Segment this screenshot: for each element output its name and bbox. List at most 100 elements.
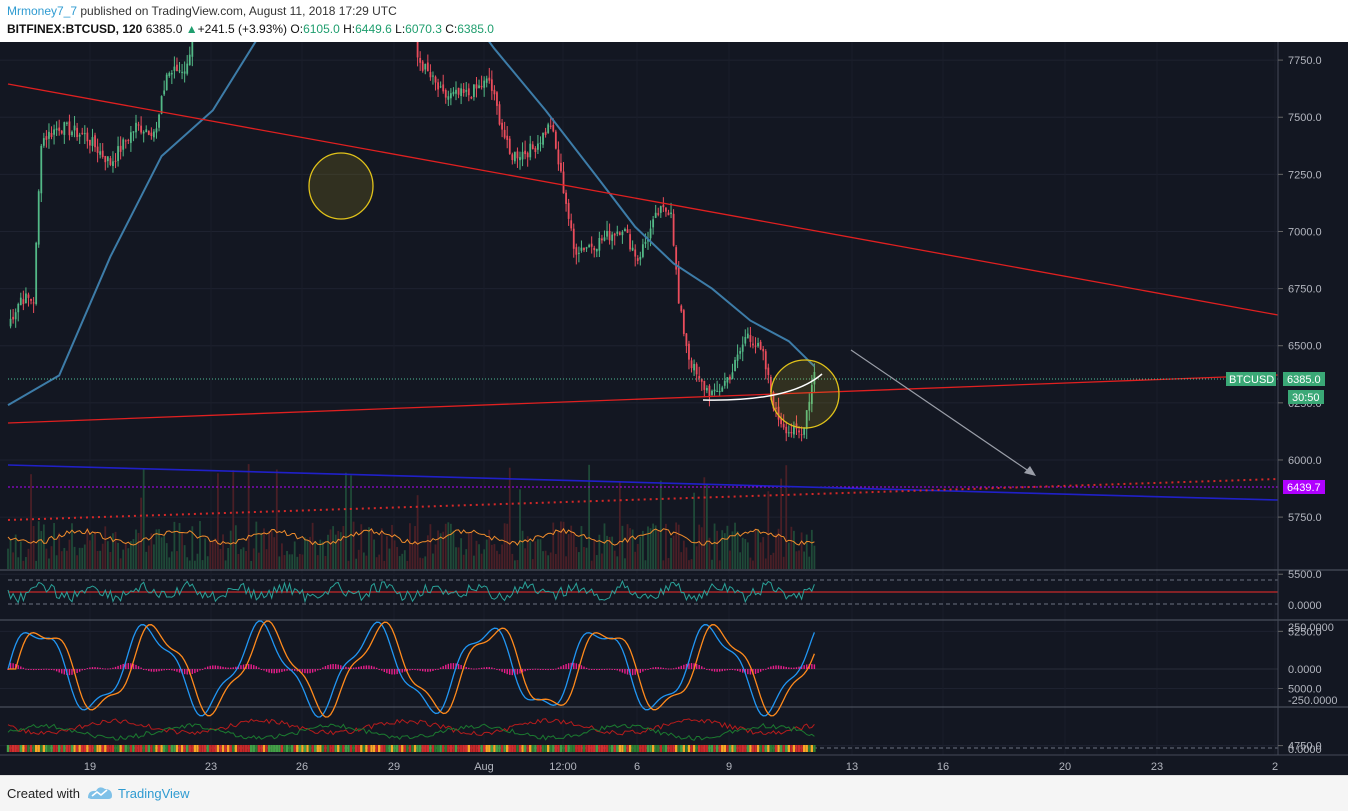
dir-strip-cell: [242, 745, 245, 752]
dir-strip-cell: [344, 745, 348, 752]
candle-body: [42, 138, 45, 146]
dir-strip-cell: [337, 745, 340, 752]
dir-strip-cell: [516, 745, 519, 752]
dir-strip-cell: [324, 745, 327, 752]
macd-histogram-bar: [176, 669, 178, 672]
volume-bar: [744, 539, 747, 569]
macd-histogram-bar: [439, 667, 442, 669]
dir-strip-cell: [290, 745, 294, 752]
macd-histogram-bar: [230, 667, 232, 669]
volume-bar: [483, 549, 486, 569]
dir-strip-cell: [47, 745, 51, 752]
dir-strip-cell: [444, 745, 447, 752]
volume-bar: [65, 550, 68, 569]
dir-strip-cell: [191, 745, 194, 752]
volume-bar: [275, 469, 278, 569]
macd-histogram-bar: [411, 669, 414, 671]
candle-body: [641, 244, 644, 257]
volume-bar: [810, 529, 813, 569]
volume-bar: [165, 543, 168, 569]
macd-histogram-bar: [532, 668, 534, 670]
volume-bar: [250, 560, 253, 569]
volume-bar: [726, 525, 729, 569]
candle-body: [808, 401, 811, 411]
volume-bar: [682, 540, 685, 569]
moving-average-line: [7, 42, 816, 406]
dir-strip-cell: [774, 745, 778, 752]
price-chart[interactable]: 0.0000 250.0000 0.0000 -250.0000 0.0000 9 2 50…: [0, 42, 1348, 775]
dir-strip-cell: [575, 745, 578, 752]
dir-strip-cell: [549, 745, 552, 752]
macd-histogram-bar: [214, 665, 217, 669]
macd-histogram-bar: [199, 669, 201, 671]
volume-bar: [14, 534, 17, 569]
osc-tick-label: 0.0000: [1288, 600, 1322, 612]
volume-bar: [265, 549, 268, 569]
macd-histogram-bar: [580, 665, 583, 669]
volume-bar: [782, 556, 785, 569]
macd-histogram-bar: [772, 665, 775, 669]
candle-body: [447, 96, 450, 100]
macd-histogram-bar: [150, 669, 153, 672]
volume-bar: [219, 548, 222, 569]
macd-histogram-bar: [803, 665, 805, 669]
candle-body: [140, 125, 143, 133]
volume-bar: [590, 560, 593, 569]
candle-body: [155, 128, 158, 133]
macd-histogram-bar: [291, 669, 293, 671]
volume-bar: [91, 534, 94, 569]
price-tick-label: 5500.0: [1288, 569, 1322, 581]
dir-strip-cell: [55, 745, 58, 752]
macd-histogram-bar: [470, 668, 473, 670]
last-price-tag: 6385.0: [1287, 374, 1321, 386]
volume-bar: [321, 541, 324, 569]
candle-body: [106, 156, 109, 162]
candle-body: [662, 204, 665, 208]
candle-body: [682, 310, 685, 334]
volume-bar: [142, 469, 145, 569]
macd-histogram-bar: [683, 664, 685, 669]
volume-bars: [7, 464, 816, 569]
volume-bar: [391, 524, 393, 569]
macd-histogram-bar: [409, 669, 411, 671]
dir-plus-line: [7, 722, 815, 742]
volume-bar: [196, 553, 199, 569]
macd-histogram-bar: [347, 667, 350, 669]
candle-body: [531, 144, 534, 150]
author-link[interactable]: Mrmoney7_7: [7, 4, 78, 18]
volume-bar: [424, 556, 427, 569]
tradingview-link[interactable]: TradingView: [118, 786, 190, 801]
macd-histogram-bar: [562, 665, 565, 669]
volume-bar: [227, 547, 230, 569]
volume-bar: [718, 560, 721, 569]
macd-histogram-bar: [158, 669, 160, 672]
grid: [0, 42, 1278, 755]
macd-histogram-bar: [703, 667, 706, 669]
dir-strip-cell: [347, 745, 350, 752]
dir-strip-cell: [718, 745, 721, 752]
macd-histogram-bar: [132, 663, 135, 669]
volume-bar: [452, 530, 455, 569]
volume-bar: [414, 526, 416, 569]
macd-histogram-bar: [642, 669, 644, 672]
candle-body: [575, 247, 578, 255]
macd-histogram-bar: [680, 665, 682, 669]
candle-body: [40, 145, 43, 194]
dir-strip-cell: [672, 745, 675, 752]
macd-histogram-bar: [798, 666, 800, 669]
macd-histogram-bar: [240, 665, 242, 669]
candle-body: [35, 242, 38, 304]
created-with-text: Created with: [7, 786, 80, 801]
dir-strip-cell: [357, 745, 360, 752]
dir-strip-cell: [273, 745, 276, 752]
volume-bar: [188, 560, 191, 569]
volume-bar: [585, 547, 588, 569]
volume-bar: [245, 551, 247, 569]
candle-body: [91, 137, 94, 146]
volume-bar: [135, 529, 137, 569]
candle-body: [629, 234, 631, 250]
volume-bar: [173, 521, 176, 569]
volume-bar: [419, 557, 422, 569]
volume-bar: [301, 554, 304, 569]
dir-strip-cell: [662, 745, 665, 752]
